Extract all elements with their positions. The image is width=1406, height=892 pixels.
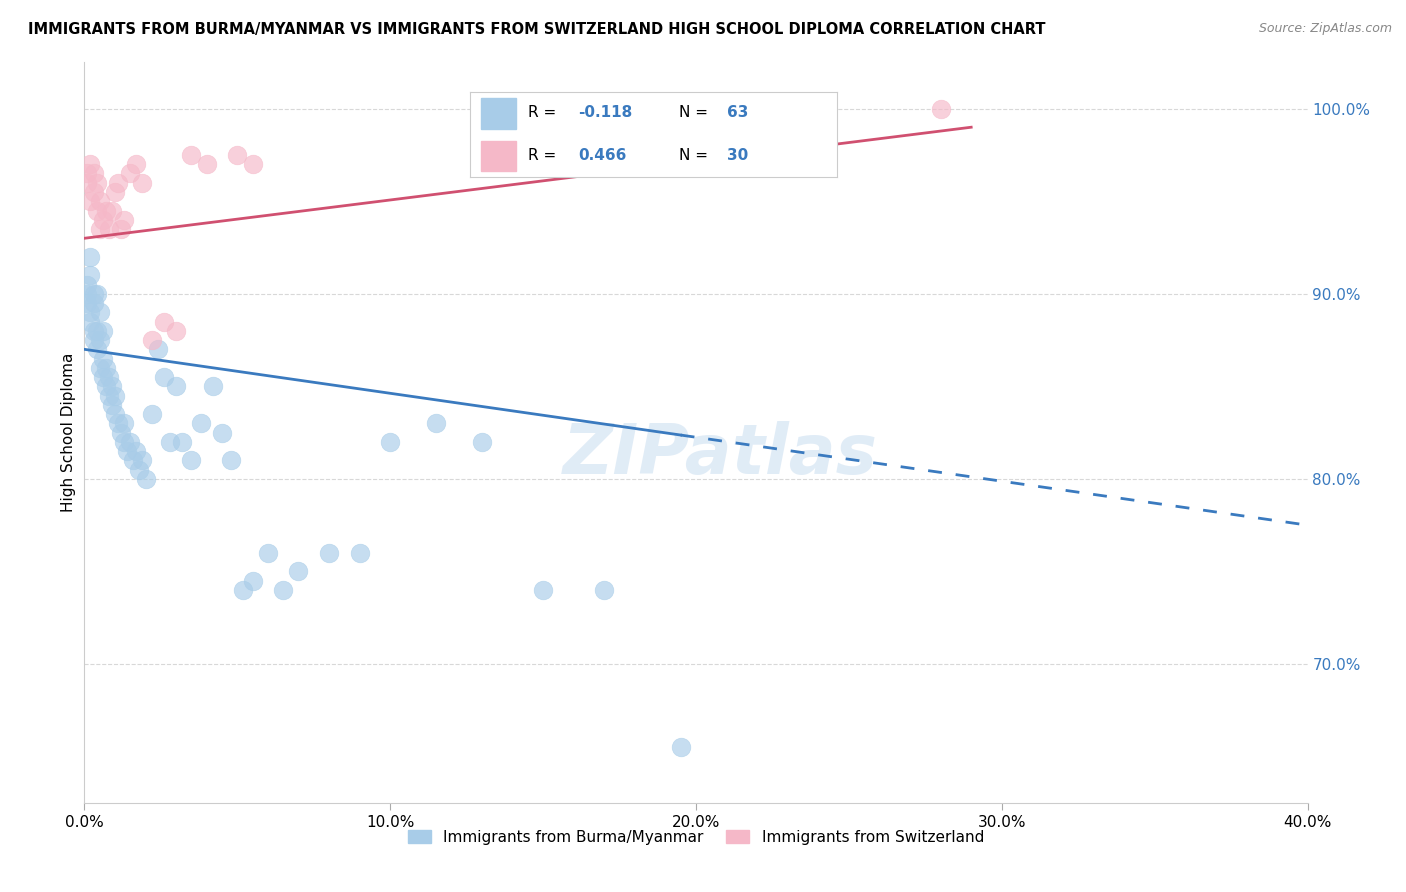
Text: ZIPatlas: ZIPatlas [562, 421, 877, 488]
Point [242, 574, 264, 588]
Point [380, 434, 402, 449]
Point [89, 360, 111, 375]
Point [79, 305, 101, 319]
Y-axis label: High School Diploma: High School Diploma [60, 353, 76, 512]
Point [76, 296, 98, 310]
Point [86, 176, 108, 190]
Point [97, 370, 120, 384]
Point [141, 333, 163, 347]
Point [180, 148, 202, 162]
Point [131, 453, 153, 467]
Point [120, 166, 142, 180]
Point [593, 582, 616, 597]
Point [97, 222, 120, 236]
Point [153, 314, 176, 328]
Point [79, 314, 101, 328]
Point [226, 148, 249, 162]
Point [83, 296, 105, 310]
Point [79, 268, 101, 283]
Point [242, 157, 264, 171]
Point [97, 389, 120, 403]
Point [76, 176, 98, 190]
Point [128, 462, 150, 476]
Point [135, 472, 157, 486]
Point [201, 379, 224, 393]
Point [107, 176, 129, 190]
Point [83, 286, 105, 301]
Point [101, 398, 124, 412]
Point [685, 102, 707, 116]
Point [76, 166, 98, 180]
Point [86, 203, 108, 218]
Legend: Immigrants from Burma/Myanmar, Immigrants from Switzerland: Immigrants from Burma/Myanmar, Immigrant… [402, 823, 990, 851]
Point [107, 417, 129, 431]
Point [79, 157, 101, 171]
Text: IMMIGRANTS FROM BURMA/MYANMAR VS IMMIGRANTS FROM SWITZERLAND HIGH SCHOOL DIPLOMA: IMMIGRANTS FROM BURMA/MYANMAR VS IMMIGRA… [28, 22, 1046, 37]
Point [271, 582, 294, 597]
Point [531, 582, 554, 597]
Point [929, 102, 952, 116]
Point [79, 194, 101, 209]
Point [153, 370, 176, 384]
Point [146, 343, 169, 357]
Point [110, 222, 132, 236]
Point [83, 166, 105, 180]
Point [165, 379, 187, 393]
Point [94, 379, 117, 393]
Point [83, 324, 105, 338]
Point [141, 407, 163, 421]
Point [89, 194, 111, 209]
Point [91, 370, 114, 384]
Point [104, 389, 127, 403]
Point [318, 546, 340, 560]
Point [172, 434, 194, 449]
Point [101, 379, 124, 393]
Point [125, 157, 148, 171]
Point [219, 453, 242, 467]
Point [104, 185, 127, 199]
Point [180, 453, 202, 467]
Point [190, 417, 212, 431]
Point [669, 740, 692, 755]
Point [79, 250, 101, 264]
Point [83, 185, 105, 199]
Point [349, 546, 371, 560]
Point [425, 417, 447, 431]
Point [159, 434, 181, 449]
Point [287, 565, 309, 579]
Point [112, 434, 135, 449]
Point [76, 286, 98, 301]
Point [104, 407, 127, 421]
Point [91, 324, 114, 338]
Point [89, 222, 111, 236]
Point [91, 212, 114, 227]
Point [257, 546, 280, 560]
Point [76, 277, 98, 292]
Point [94, 360, 117, 375]
Text: Source: ZipAtlas.com: Source: ZipAtlas.com [1258, 22, 1392, 36]
Point [232, 582, 254, 597]
Point [91, 351, 114, 366]
Point [89, 305, 111, 319]
Point [89, 333, 111, 347]
Point [120, 434, 142, 449]
Point [122, 453, 145, 467]
Point [110, 425, 132, 440]
Point [195, 157, 218, 171]
Point [115, 444, 138, 458]
Point [112, 212, 135, 227]
Point [86, 324, 108, 338]
Point [86, 343, 108, 357]
Point [211, 425, 233, 440]
Point [101, 203, 124, 218]
Point [86, 286, 108, 301]
Point [131, 176, 153, 190]
Point [471, 434, 494, 449]
Point [125, 444, 148, 458]
Point [83, 333, 105, 347]
Point [94, 203, 117, 218]
Point [112, 417, 135, 431]
Point [165, 324, 187, 338]
